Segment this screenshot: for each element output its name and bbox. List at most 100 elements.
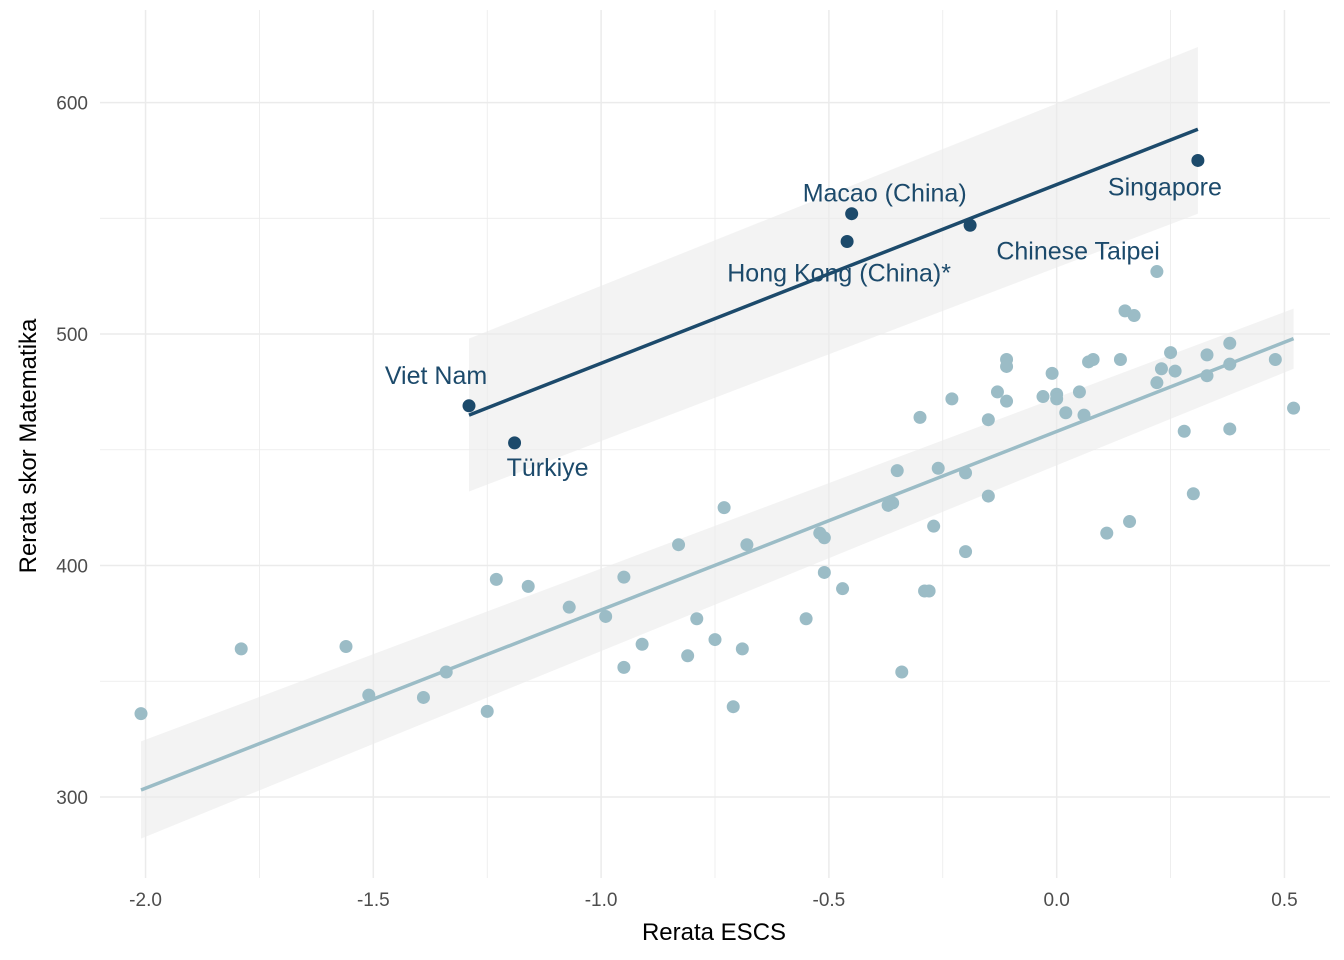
data-point bbox=[1200, 369, 1214, 383]
data-point bbox=[339, 640, 353, 654]
data-point bbox=[981, 413, 995, 427]
data-point bbox=[959, 466, 973, 480]
point-labels: Viet Nam Türkiye Macao (China) Hong Kong (C… bbox=[385, 173, 1222, 481]
y-tick-label: 300 bbox=[56, 788, 88, 809]
data-point bbox=[735, 642, 749, 656]
data-point bbox=[462, 399, 476, 413]
x-axis-title: Rerata ESCS bbox=[642, 919, 786, 946]
trend-lines bbox=[140, 127, 1295, 792]
data-point bbox=[981, 489, 995, 503]
y-axis-title: Rerata skor Matematika bbox=[15, 318, 42, 573]
data-point bbox=[1164, 346, 1178, 360]
data-point bbox=[840, 234, 854, 248]
data-point bbox=[1150, 376, 1164, 390]
y-tick-label: 400 bbox=[56, 557, 88, 578]
trend-line bbox=[140, 337, 1295, 792]
data-point bbox=[990, 385, 1004, 399]
data-point bbox=[1186, 487, 1200, 501]
data-point bbox=[945, 392, 959, 406]
x-tick-label: 0.0 bbox=[1043, 890, 1069, 911]
data-point bbox=[1036, 390, 1050, 404]
data-point bbox=[690, 612, 704, 626]
data-point bbox=[134, 707, 148, 721]
data-point bbox=[416, 690, 430, 704]
point-label: Macao (China) bbox=[803, 180, 967, 208]
data-point bbox=[480, 704, 494, 718]
data-point bbox=[617, 570, 631, 584]
data-point bbox=[895, 665, 909, 679]
data-point bbox=[959, 545, 973, 559]
x-tick-label: -1.0 bbox=[585, 890, 618, 911]
data-point bbox=[1154, 362, 1168, 376]
data-point bbox=[1086, 353, 1100, 367]
y-tick-label: 600 bbox=[56, 94, 88, 115]
data-point bbox=[1223, 357, 1237, 371]
data-point bbox=[672, 538, 686, 552]
data-point bbox=[931, 461, 945, 475]
x-tick-label: -1.5 bbox=[357, 890, 390, 911]
confidence-bands bbox=[141, 47, 1294, 839]
data-point bbox=[799, 612, 813, 626]
data-point bbox=[817, 531, 831, 545]
data-point bbox=[817, 565, 831, 579]
data-point bbox=[927, 519, 941, 533]
data-point bbox=[1150, 265, 1164, 279]
y-tick-label: 500 bbox=[56, 325, 88, 346]
data-point bbox=[1127, 309, 1141, 323]
data-point bbox=[1045, 366, 1059, 380]
data-point bbox=[1223, 336, 1237, 350]
data-point bbox=[508, 436, 522, 450]
data-point bbox=[599, 609, 613, 623]
data-point bbox=[913, 410, 927, 424]
data-point bbox=[1077, 408, 1091, 422]
x-tick-label: -0.5 bbox=[813, 890, 846, 911]
point-label: Singapore bbox=[1108, 173, 1222, 201]
point-label: Chinese Taipei bbox=[996, 237, 1160, 265]
data-point bbox=[1123, 515, 1137, 529]
data-point bbox=[836, 582, 850, 596]
data-point bbox=[521, 579, 535, 593]
data-point bbox=[726, 700, 740, 714]
data-point bbox=[1191, 153, 1205, 167]
x-tick-label: 0.5 bbox=[1271, 890, 1297, 911]
data-point bbox=[1200, 348, 1214, 362]
data-point bbox=[922, 584, 936, 598]
data-point bbox=[886, 496, 900, 510]
data-point bbox=[1072, 385, 1086, 399]
data-point bbox=[681, 649, 695, 663]
point-label: Viet Nam bbox=[385, 362, 487, 390]
data-point bbox=[1268, 353, 1282, 367]
data-point bbox=[1177, 424, 1191, 438]
data-point bbox=[362, 688, 376, 702]
data-point bbox=[1100, 526, 1114, 540]
data-point bbox=[1223, 422, 1237, 436]
x-axis-tick-labels: -2.0 -1.5 -1.0 -0.5 0.0 0.5 bbox=[129, 890, 1297, 911]
data-point bbox=[1059, 406, 1073, 420]
data-point bbox=[439, 665, 453, 679]
data-point bbox=[617, 660, 631, 674]
data-point bbox=[1050, 392, 1064, 406]
data-point bbox=[890, 464, 904, 478]
data-point bbox=[1113, 353, 1127, 367]
confidence-band bbox=[141, 308, 1294, 839]
data-point bbox=[1168, 364, 1182, 378]
data-point bbox=[845, 207, 859, 221]
data-point bbox=[1287, 401, 1301, 415]
y-axis-tick-labels: 300 400 500 600 bbox=[56, 94, 88, 809]
data-points bbox=[134, 153, 1301, 721]
data-point bbox=[740, 538, 754, 552]
data-point bbox=[717, 501, 731, 515]
data-point bbox=[234, 642, 248, 656]
x-tick-label: -2.0 bbox=[129, 890, 162, 911]
trend-line bbox=[468, 127, 1199, 417]
point-label: Türkiye bbox=[507, 454, 589, 482]
data-point bbox=[963, 218, 977, 232]
data-point bbox=[489, 572, 503, 586]
data-point bbox=[1000, 359, 1014, 373]
data-point bbox=[635, 637, 649, 651]
data-point bbox=[1000, 394, 1014, 408]
point-label: Hong Kong (China)* bbox=[727, 259, 951, 287]
data-point bbox=[562, 600, 576, 614]
data-point bbox=[708, 633, 722, 647]
